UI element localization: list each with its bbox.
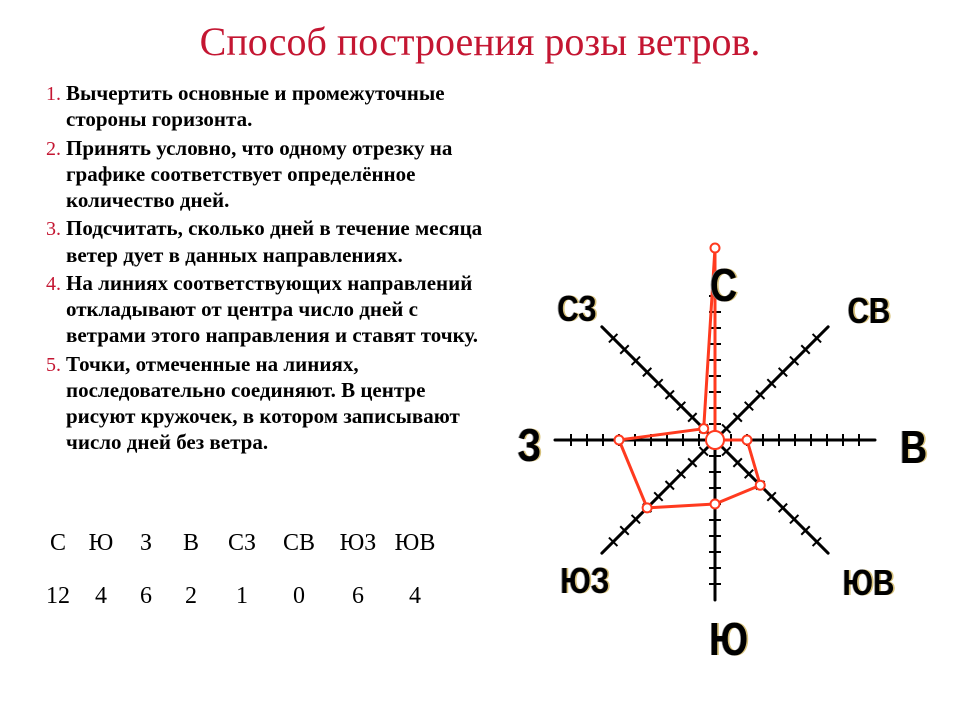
- table-value-cell: 0: [270, 583, 328, 610]
- direction-label-U: Ю: [709, 612, 748, 666]
- step-item: Подсчитать, сколько дней в течение месяц…: [66, 215, 498, 268]
- step-item: Вычертить основные и промежуточные сторо…: [66, 80, 498, 133]
- direction-label-CB: СВ: [848, 290, 891, 332]
- slide-title: Способ построения розы ветров.: [0, 18, 960, 65]
- step-item: На линиях соответствующих направлений от…: [66, 270, 498, 349]
- wind-data-table: СЮЗВСЗСВЮЗЮВ 124621064: [38, 530, 478, 636]
- direction-label-C: С: [710, 258, 737, 312]
- step-item: Точки, отмеченные на линиях, последовате…: [66, 351, 498, 456]
- table-value-cell: 4: [388, 583, 442, 610]
- table-value-cell: 6: [124, 583, 168, 610]
- table-value-cell: 2: [168, 583, 214, 610]
- table-header-cell: СЗ: [214, 530, 270, 557]
- table-value-cell: 6: [328, 583, 388, 610]
- table-header-cell: СВ: [270, 530, 328, 557]
- direction-label-C3: СЗ: [557, 288, 596, 330]
- step-item: Принять условно, что одному отрезку на г…: [66, 135, 498, 214]
- table-header-cell: З: [124, 530, 168, 557]
- direction-label-B: В: [900, 420, 927, 474]
- direction-label-3: З: [518, 418, 542, 472]
- table-value-cell: 12: [38, 583, 78, 610]
- direction-label-U3: ЮЗ: [560, 560, 609, 602]
- table-value-cell: 4: [78, 583, 124, 610]
- direction-label-UB: ЮВ: [843, 562, 895, 604]
- table-header-cell: ЮВ: [388, 530, 442, 557]
- wind-rose-diagram: С СВ В ЮВ Ю ЮЗ З СЗ: [480, 90, 950, 690]
- table-header-cell: С: [38, 530, 78, 557]
- table-header-cell: В: [168, 530, 214, 557]
- table-header-cell: ЮЗ: [328, 530, 388, 557]
- steps-list: Вычертить основные и промежуточные сторо…: [38, 80, 498, 458]
- table-header-cell: Ю: [78, 530, 124, 557]
- table-value-cell: 1: [214, 583, 270, 610]
